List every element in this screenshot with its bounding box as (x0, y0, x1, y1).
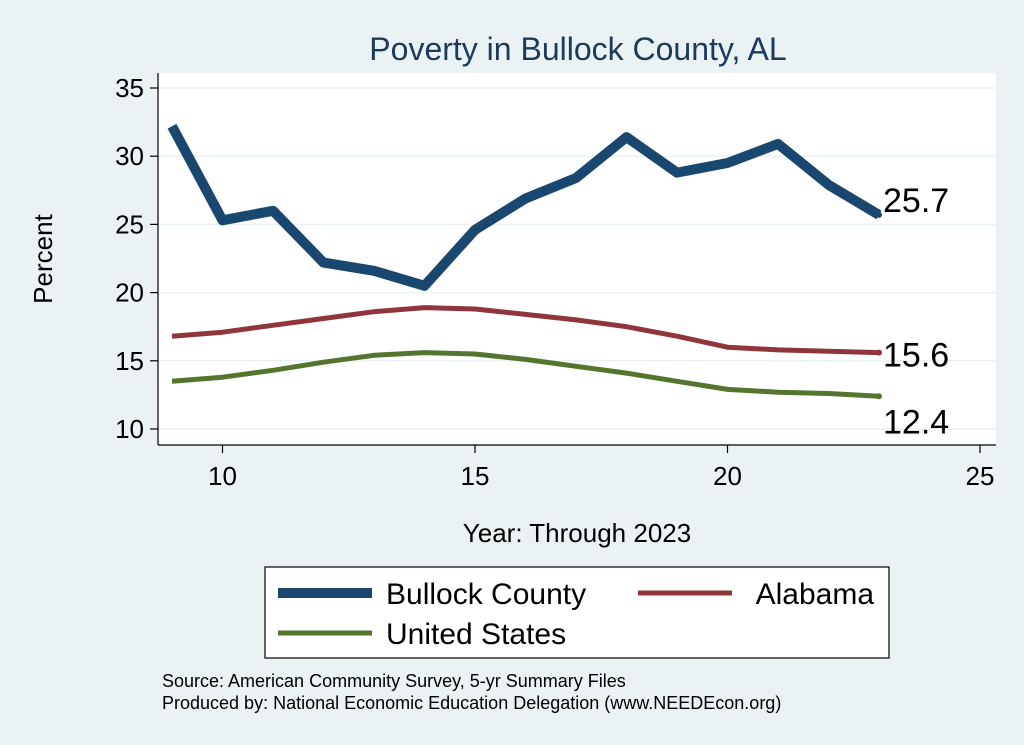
series-end-marker-united-states (876, 393, 882, 400)
series-group: 25.7 15.6 12.4 (167, 123, 949, 441)
x-axis-ticks: 10 15 20 25 (208, 445, 994, 491)
y-tick-label-35: 35 (115, 73, 144, 103)
legend-label-bullock-county: Bullock County (386, 578, 586, 611)
legend-label-alabama: Alabama (756, 578, 875, 611)
end-label-alabama: 15.6 (883, 337, 949, 375)
series-end-marker-bullock-county (876, 211, 882, 218)
series-end-marker-alabama (876, 349, 882, 356)
legend: Bullock County Alabama United States (278, 578, 874, 651)
y-tick-label-15: 15 (115, 346, 144, 376)
end-label-bullock-county: 25.7 (883, 182, 949, 220)
legend-box (264, 566, 890, 659)
source-note: Source: American Community Survey, 5-yr … (162, 671, 626, 691)
plot-area (158, 73, 996, 445)
legend-label-united-states: United States (386, 618, 566, 651)
y-tick-label-30: 30 (115, 141, 144, 171)
produced-note: Produced by: National Economic Education… (162, 693, 781, 713)
x-tick-label-20: 20 (713, 461, 742, 491)
y-tick-label-20: 20 (115, 278, 144, 308)
y-axis-label: Percent (28, 213, 58, 303)
gridlines (158, 87, 996, 430)
x-tick-label-10: 10 (208, 461, 237, 491)
x-axis-label: Year: Through 2023 (463, 518, 691, 548)
series-line-bullock-county (167, 123, 882, 291)
y-axis-ticks: 10 15 20 25 30 35 (115, 73, 158, 444)
end-label-united-states: 12.4 (883, 403, 949, 441)
x-tick-label-15: 15 (461, 461, 490, 491)
x-tick-label-25: 25 (966, 461, 995, 491)
y-tick-label-10: 10 (115, 414, 144, 444)
series-line-united-states (171, 350, 880, 399)
series-line-alabama (171, 305, 880, 356)
chart-title: Poverty in Bullock County, AL (369, 31, 786, 67)
y-tick-label-25: 25 (115, 209, 144, 239)
